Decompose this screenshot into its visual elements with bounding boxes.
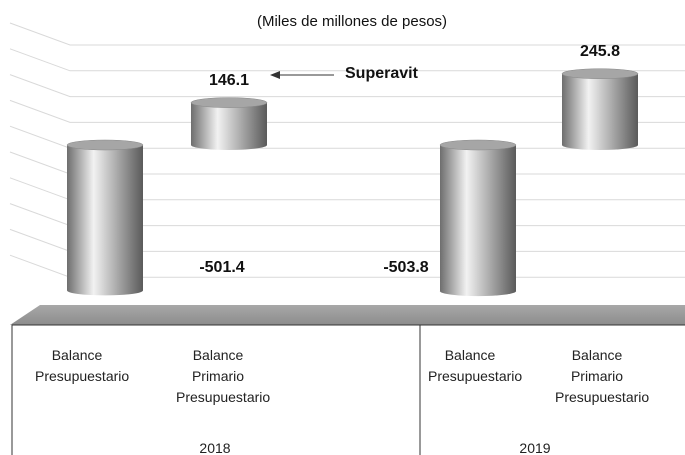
subtitle: (Miles de millones de pesos) <box>257 13 447 30</box>
value-label: 245.8 <box>580 43 620 60</box>
grid-line <box>9 22 685 46</box>
bar-top <box>66 139 144 151</box>
grid-line <box>9 99 685 123</box>
bar <box>440 145 516 292</box>
group-label: 2019 <box>519 440 551 455</box>
category-label: Balance Primario Presupuestario <box>176 347 271 405</box>
value-label: 146.1 <box>209 72 249 89</box>
category-label: Balance Primario Presupuestario <box>555 347 650 405</box>
bar-bottom <box>440 286 516 297</box>
annotation: Superavit <box>345 65 419 82</box>
bar-top <box>439 139 517 151</box>
bar-top <box>561 68 639 79</box>
bar <box>191 102 267 145</box>
group-label: 2018 <box>199 440 231 455</box>
category-label: Balance Presupuestario <box>35 347 130 384</box>
bar <box>67 145 143 291</box>
bar-bottom <box>191 140 267 150</box>
value-label: -503.8 <box>383 259 428 276</box>
bar-bottom <box>562 140 638 150</box>
grid-line <box>9 48 685 72</box>
value-label: -501.4 <box>199 259 244 276</box>
bar <box>562 73 638 145</box>
annotation-arrowhead <box>270 71 280 79</box>
category-label: Balance Presupuestario <box>428 347 523 384</box>
grid-line <box>9 74 685 98</box>
bar-top <box>190 97 268 108</box>
floor <box>10 305 685 325</box>
bar-bottom <box>67 285 143 296</box>
